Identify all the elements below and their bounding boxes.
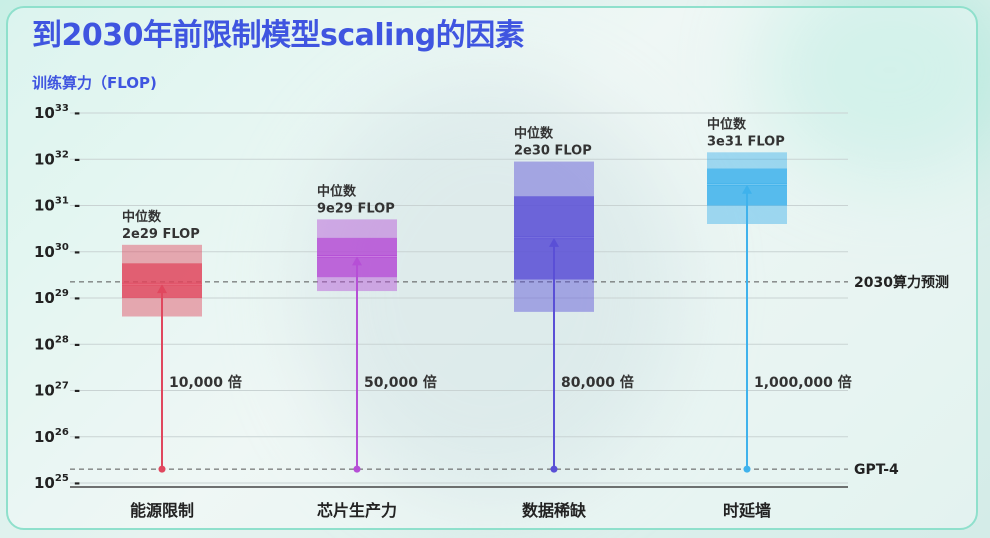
growth-multiplier-label: 10,000 倍 bbox=[169, 374, 242, 391]
reference-label: 2030算力预测 bbox=[854, 274, 949, 291]
median-label-title: 中位数 bbox=[707, 116, 747, 132]
reference-label: GPT-4 bbox=[854, 462, 899, 478]
y-tick-label: 1030 - bbox=[34, 242, 80, 261]
y-tick-label: 1029 - bbox=[34, 288, 80, 307]
growth-arrow-head bbox=[549, 237, 559, 247]
background-glow bbox=[300, 80, 680, 500]
median-label-value: 2e30 FLOP bbox=[514, 144, 592, 159]
median-label-title: 中位数 bbox=[122, 209, 162, 225]
gpt4-anchor-dot bbox=[158, 465, 166, 473]
x-category-label: 时延墙 bbox=[723, 501, 771, 520]
gpt4-anchor-dot bbox=[550, 465, 558, 473]
growth-multiplier-label: 1,000,000 倍 bbox=[754, 374, 852, 391]
x-category-label: 能源限制 bbox=[130, 501, 194, 520]
chart-title: 到2030年前限制模型scaling的因素 bbox=[32, 18, 525, 53]
growth-arrow-head bbox=[352, 256, 362, 266]
y-tick-label: 1027 - bbox=[34, 381, 80, 400]
y-tick-label: 1025 - bbox=[34, 473, 80, 492]
y-tick-label: 1032 - bbox=[34, 149, 80, 168]
growth-multiplier-label: 50,000 倍 bbox=[364, 374, 437, 391]
y-tick-label: 1033 - bbox=[34, 103, 80, 122]
growth-arrow-head bbox=[742, 184, 752, 194]
x-category-label: 芯片生产力 bbox=[317, 501, 397, 520]
growth-arrow-head bbox=[157, 284, 167, 294]
gpt4-anchor-dot bbox=[743, 465, 751, 473]
gpt4-anchor-dot bbox=[353, 465, 361, 473]
y-tick-label: 1028 - bbox=[34, 334, 80, 353]
median-label-title: 中位数 bbox=[317, 183, 357, 199]
median-label-value: 9e29 FLOP bbox=[317, 201, 395, 216]
y-axis-label: 训练算力（FLOP) bbox=[32, 74, 157, 92]
median-label-value: 2e29 FLOP bbox=[122, 227, 200, 242]
x-category-label: 数据稀缺 bbox=[522, 501, 587, 520]
median-label-value: 3e31 FLOP bbox=[707, 134, 785, 149]
y-tick-label: 1031 - bbox=[34, 196, 80, 215]
y-tick-label: 1026 - bbox=[34, 427, 80, 446]
median-label-title: 中位数 bbox=[514, 126, 554, 142]
growth-multiplier-label: 80,000 倍 bbox=[561, 374, 634, 391]
